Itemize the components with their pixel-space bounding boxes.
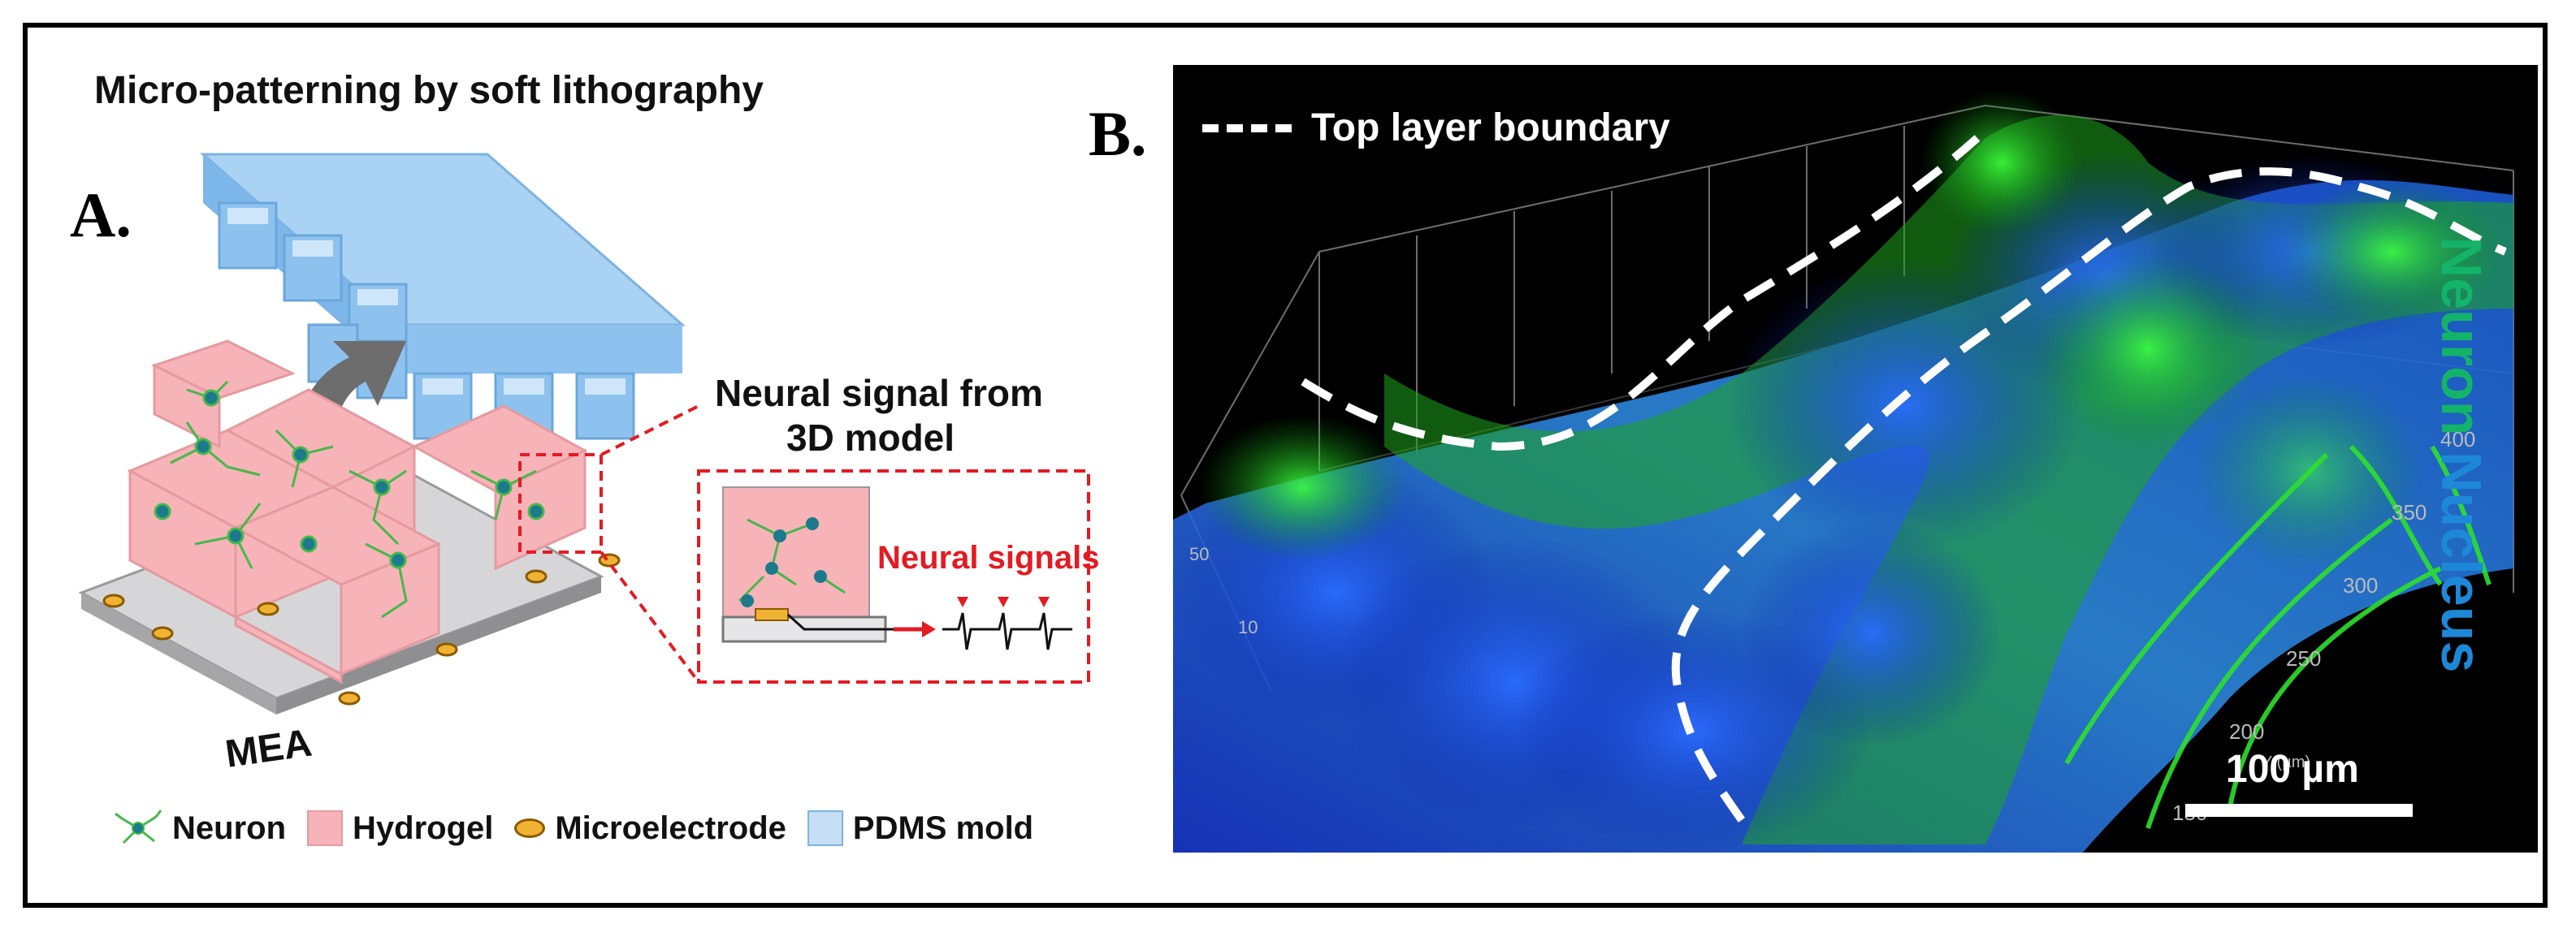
stain-legend: Neuron Nucleus: [2429, 237, 2494, 673]
soft-lithography-diagram: MEA Neural signal from 3D model Neural s…: [78, 153, 1099, 776]
scale-bar-label: 100 µm: [2226, 748, 2359, 791]
inset-title-line1: Neural signal from: [715, 372, 1043, 414]
neuron-icon: [115, 810, 162, 844]
inset-title-line2: 3D model: [786, 417, 955, 459]
legend-microelectrode-label: Microelectrode: [555, 810, 786, 846]
boundary-legend: Top layer boundary: [1202, 106, 1670, 150]
inset-nuclei: [741, 517, 827, 607]
neuron-nuclei: [154, 389, 545, 569]
legend-neuron: Neuron: [114, 808, 286, 848]
legend-neuron-label: Neuron: [172, 810, 286, 846]
left-tick-50: 50: [1189, 544, 1209, 564]
inset-wire: [786, 613, 894, 631]
y-tick-400: 400: [2440, 427, 2475, 451]
panel-a-legend: Neuron Hydrogel Microelectrode PDMS mold: [114, 800, 1054, 857]
axon-fibers: [2064, 444, 2492, 829]
y-axis-title: Y (µm): [2262, 753, 2310, 771]
scale-bar: [2185, 804, 2413, 817]
legend-hydrogel: Hydrogel: [307, 810, 493, 847]
y-tick-250: 250: [2286, 646, 2321, 671]
signal-trace: [942, 612, 1072, 650]
signal-markers: [957, 597, 1050, 607]
inset-arrow-head: [922, 621, 936, 637]
zoom-line-top: [600, 404, 699, 456]
figure-frame: [23, 23, 2548, 908]
zoom-line-bottom: [600, 551, 700, 684]
microelectrodes: [102, 553, 621, 706]
mea-label: MEA: [223, 722, 314, 776]
y-tick-200: 200: [2229, 719, 2264, 744]
dash-icon: [1202, 123, 1292, 132]
microelectrode-swatch: [514, 818, 546, 838]
stain-neuron-label: Neuron: [2430, 236, 2493, 436]
legend-hydrogel-label: Hydrogel: [353, 810, 494, 846]
highlight-box: [518, 453, 603, 554]
legend-pdms: PDMS mold: [807, 810, 1033, 847]
y-tick-350: 350: [2392, 500, 2427, 525]
inset-signal-label: Neural signals: [877, 540, 1099, 576]
legend-pdms-label: PDMS mold: [852, 810, 1034, 846]
panel-a-title: Micro-patterning by soft lithography: [94, 69, 764, 112]
legend-microelectrode: Microelectrode: [514, 810, 786, 847]
boundary-legend-label: Top layer boundary: [1311, 106, 1670, 149]
neurite-glow: [1197, 89, 2505, 568]
pdms-swatch: [807, 810, 843, 846]
panel-b-label: B.: [1089, 98, 1147, 169]
pdms-mold: [200, 153, 686, 440]
panel-a-label: A.: [70, 179, 132, 250]
left-tick-10: 10: [1238, 617, 1258, 637]
top-layer-boundary: [1301, 135, 2507, 823]
confocal-render: 400 350 300 250 200 Y (µm) 150 50 10: [1173, 89, 2514, 853]
inset-electrode: [755, 608, 789, 621]
stain-nucleus-label: Nucleus: [2430, 451, 2493, 673]
hydrogel-swatch: [307, 810, 343, 846]
y-tick-300: 300: [2343, 573, 2378, 598]
confocal-image: 400 350 300 250 200 Y (µm) 150 50 10: [1173, 65, 2538, 853]
